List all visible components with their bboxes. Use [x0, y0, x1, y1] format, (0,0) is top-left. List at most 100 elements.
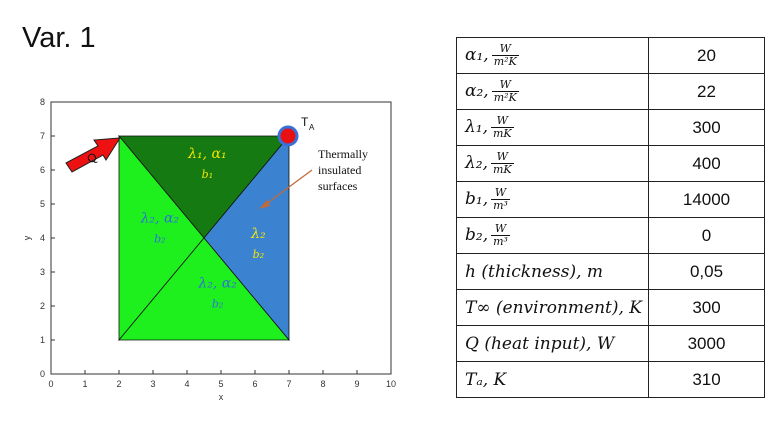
table-row: Q (heat input), W 3000 [456, 325, 765, 362]
unit-denominator: m²K [493, 55, 517, 68]
y-tick-label: 7 [40, 131, 45, 141]
property-name: λ₁, [465, 117, 488, 137]
region-left-lambda-label: λ₂, α₂ [140, 211, 180, 227]
x-tick-label: 3 [150, 379, 155, 389]
property-name: T∞ (environment), K [465, 297, 642, 318]
region-left-b-label: b₂ [154, 233, 165, 246]
unit-numerator: W [491, 223, 510, 236]
property-name: b₂, [465, 225, 489, 245]
unit-denominator: m³ [493, 235, 508, 248]
property-name: α₁, [465, 45, 489, 65]
property-value: 14000 [648, 181, 765, 218]
insulated-pointer-arrow [261, 169, 313, 208]
domain-diagram: 0 1 2 3 4 5 6 7 8 9 10 0 1 2 3 4 5 6 7 8 x y λ₁, α₁ b₁ λ₂, α₂ b₂ λ… [22, 97, 396, 402]
property-value: 400 [648, 145, 765, 182]
heat-input-arrow [65, 137, 121, 173]
unit-denominator: mK [493, 163, 512, 176]
y-tick-label: 2 [40, 301, 45, 311]
property-symbol: Q (heat input), W [456, 325, 649, 362]
ta-label: T [301, 115, 309, 129]
region-bottom-lambda-label: λ₂, α₂ [197, 275, 237, 291]
property-value: 0,05 [648, 253, 765, 290]
property-value: 3000 [648, 325, 765, 362]
property-symbol: Tₐ, K [456, 361, 649, 398]
x-axis-label: x [219, 392, 224, 402]
unit-numerator: W [491, 115, 514, 128]
ta-subscript: A [309, 123, 315, 132]
table-row: T∞ (environment), K 300 [456, 289, 765, 326]
property-name: λ₂, [465, 153, 488, 173]
y-tick-label: 1 [40, 335, 45, 345]
property-value: 22 [648, 73, 765, 110]
table-row: h (thickness), m 0,05 [456, 253, 765, 290]
unit-numerator: W [491, 43, 519, 56]
x-tick-label: 0 [48, 379, 53, 389]
unit-denominator: m³ [493, 199, 508, 212]
insulated-note-line: surfaces [318, 179, 358, 193]
x-tick-label: 4 [184, 379, 189, 389]
x-tick-label: 1 [82, 379, 87, 389]
property-symbol: T∞ (environment), K [456, 289, 649, 326]
insulated-pointer-arrowhead [259, 200, 270, 209]
x-tick-label: 6 [252, 379, 257, 389]
region-top-b-label: b₁ [202, 168, 213, 181]
x-tick-label: 2 [116, 379, 121, 389]
property-name: Q (heat input), W [465, 333, 615, 354]
unit-numerator: W [491, 187, 510, 200]
x-tick-label: 7 [286, 379, 291, 389]
region-right-lambda-label: λ₂ [250, 226, 266, 242]
property-name: h (thickness), m [465, 261, 604, 282]
property-name: α₂, [465, 81, 489, 101]
unit-numerator: W [491, 79, 519, 92]
property-value: 0 [648, 217, 765, 254]
unit-denominator: m²K [493, 91, 517, 104]
property-name: b₁, [465, 189, 489, 209]
property-value: 300 [648, 109, 765, 146]
property-value: 300 [648, 289, 765, 326]
unit-numerator: W [491, 151, 514, 164]
x-tick-label: 8 [320, 379, 325, 389]
region-top-lambda-label: λ₁, α₁ [187, 146, 226, 162]
ta-marker [277, 125, 299, 147]
table-row: Tₐ, K 310 [456, 361, 765, 398]
y-axis-label: y [22, 235, 32, 240]
y-tick-label: 5 [40, 199, 45, 209]
unit-denominator: mK [493, 127, 512, 140]
y-tick-label: 6 [40, 165, 45, 175]
property-value: 310 [648, 361, 765, 398]
region-right-b-label: b₂ [253, 248, 264, 261]
insulated-note-line: Thermally [318, 147, 368, 161]
property-name: Tₐ, K [465, 369, 507, 390]
property-symbol: h (thickness), m [456, 253, 649, 290]
y-tick-label: 8 [40, 97, 45, 107]
y-tick-label: 4 [40, 233, 45, 243]
x-tick-label: 9 [354, 379, 359, 389]
region-bottom [118, 237, 290, 341]
x-tick-label: 10 [386, 379, 396, 389]
y-tick-label: 0 [40, 369, 45, 379]
x-tick-label: 5 [218, 379, 223, 389]
insulated-note-line: insulated [318, 163, 361, 177]
y-tick-label: 3 [40, 267, 45, 277]
page-title: Var. 1 [22, 22, 96, 54]
region-bottom-b-label: b₂ [212, 297, 223, 310]
